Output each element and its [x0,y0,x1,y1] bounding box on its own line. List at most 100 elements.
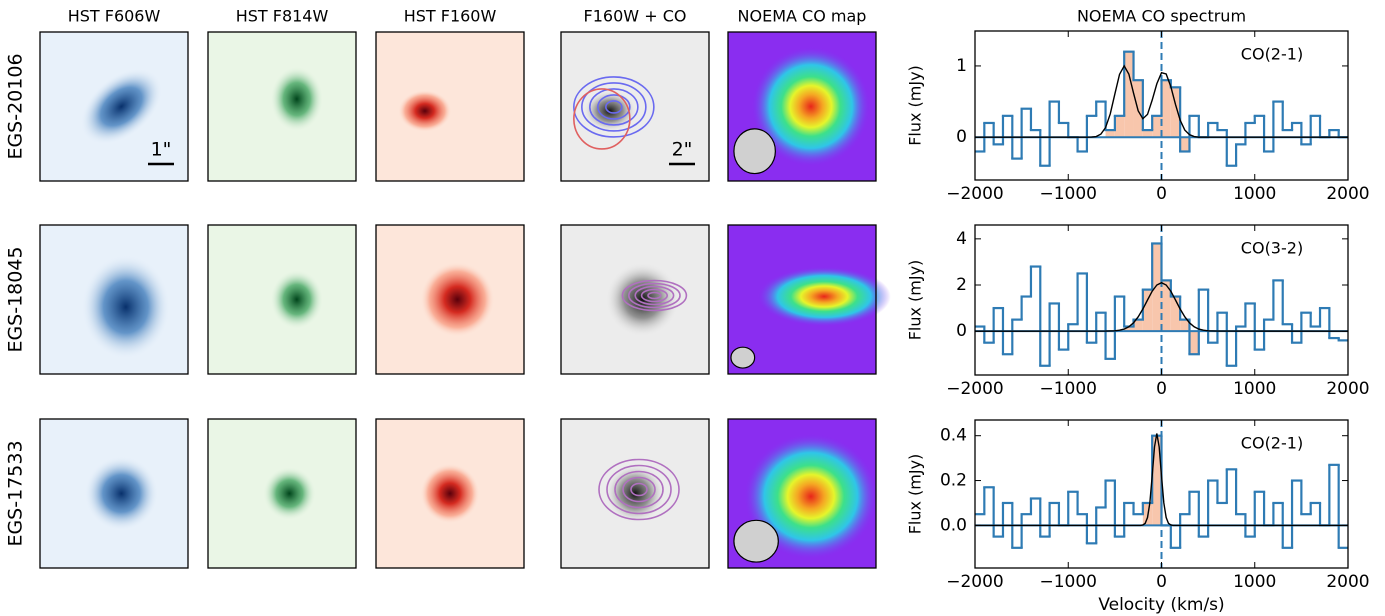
co-map-emission [757,266,891,327]
image-frame [375,224,525,375]
x-tick-label: 1000 [1233,184,1276,204]
x-tick-label: 1000 [1233,572,1276,592]
co-contour [614,470,664,509]
y-tick-label: 0.2 [940,471,967,491]
line-fill [1124,326,1134,332]
y-tick-label: 0 [956,127,967,147]
co-contour [630,482,648,497]
line-fill [1180,319,1190,332]
line-fill [1189,331,1199,355]
image-frame [727,224,877,375]
co-contour [647,291,662,300]
line-fill [1114,115,1125,138]
line-fill [1170,87,1181,138]
image-frame [207,31,357,182]
galaxy [605,463,665,524]
x-tick-label: −1000 [1039,572,1097,592]
co-contour [589,88,639,126]
beam [733,519,779,563]
image-frame [560,31,710,182]
spectrum-panel: −2000 −1000 0 1000 2000 0 1 Flux (mJy) CO(2-1) NO… [906,7,1370,205]
x-tick-label: 2000 [1326,572,1369,592]
column-title: HST F160W [404,7,497,26]
line-annotation: CO(2-1) [1241,45,1303,64]
x-tick-label: −1000 [1039,379,1097,399]
galaxy [84,456,159,531]
image-frame [39,224,189,375]
line-fill [1180,137,1190,152]
co-contour [597,94,631,120]
image-frame [560,418,710,569]
column-title: HST F814W [236,7,329,26]
row-label: EGS-17533 [5,440,27,546]
co-contour [581,82,647,132]
x-tick-label: 0 [1156,572,1167,592]
beam [730,346,756,369]
galaxy [398,90,452,132]
y-tick-label: 2 [956,275,967,295]
image-frame [560,224,710,375]
y-axis-label: Flux (mJy) [906,260,925,341]
scale-bar-label: 1" [151,139,172,161]
co-contour [598,458,680,521]
x-tick-label: 2000 [1326,379,1369,399]
galaxy [420,463,480,524]
image-frame [727,31,877,182]
y-tick-label: 1 [956,56,967,76]
x-tick-label: −1000 [1039,184,1097,204]
y-axis-label: Flux (mJy) [906,65,925,146]
image-frame [727,418,877,569]
co-contour [640,288,669,303]
x-tick-label: −2000 [946,184,1004,204]
galaxy [81,254,171,360]
row-label: EGS-18045 [5,246,27,352]
row-label: EGS-20106 [5,53,27,159]
galaxy [420,262,495,337]
x-tick-label: 2000 [1326,184,1369,204]
gaussian-fit [975,433,1348,527]
co-map-emission [744,433,878,560]
image-frame [39,31,189,182]
spectrum-panel: −2000 −1000 0 1000 2000 0.0 0.2 0.4 Flux (mJy) CO… [906,419,1370,615]
y-tick-label: 0.4 [940,426,967,446]
x-axis-label: Velocity (km/s) [1098,595,1224,615]
co-contour [628,282,681,309]
plot-area [975,31,1348,180]
co-contour [605,100,623,114]
line-annotation: CO(2-1) [1241,434,1303,453]
image-frame [375,31,525,182]
scale-bar-label: 2" [672,139,693,161]
line-fill [1170,296,1181,332]
galaxy [262,466,317,521]
line-fill [1152,435,1162,526]
chart-title: NOEMA CO spectrum [1077,7,1246,26]
galaxy [270,269,324,330]
plot-area [975,420,1348,568]
line-fill [1161,80,1171,138]
co-contour [573,76,655,138]
y-axis-label: Flux (mJy) [906,454,925,535]
x-tick-label: 0 [1156,379,1167,399]
x-tick-label: −2000 [946,572,1004,592]
column-title: F160W + CO [584,7,687,26]
spectrum-panel: −2000 −1000 0 1000 2000 0 2 4 Flux (mJy) CO(3-2) [906,224,1370,399]
plot-area [975,225,1348,375]
line-fill [1152,243,1162,332]
galaxy [605,262,680,337]
co-map-emission [751,46,871,167]
column-title: NOEMA CO map [738,7,867,26]
line-fill [1133,319,1143,332]
image-frame [39,418,189,569]
line-fill [1142,289,1153,332]
x-tick-label: 1000 [1233,379,1276,399]
image-grid: HST F606W HST F814W HST F160W F160W + CO NOE… [5,7,891,569]
galaxy [270,66,324,132]
y-tick-label: 0.0 [940,515,967,535]
beam [733,128,776,175]
line-fill [1142,130,1153,138]
co-contour [622,476,656,503]
co-contour [573,88,631,150]
x-tick-label: −2000 [946,379,1004,399]
x-tick-label: 0 [1156,184,1167,204]
